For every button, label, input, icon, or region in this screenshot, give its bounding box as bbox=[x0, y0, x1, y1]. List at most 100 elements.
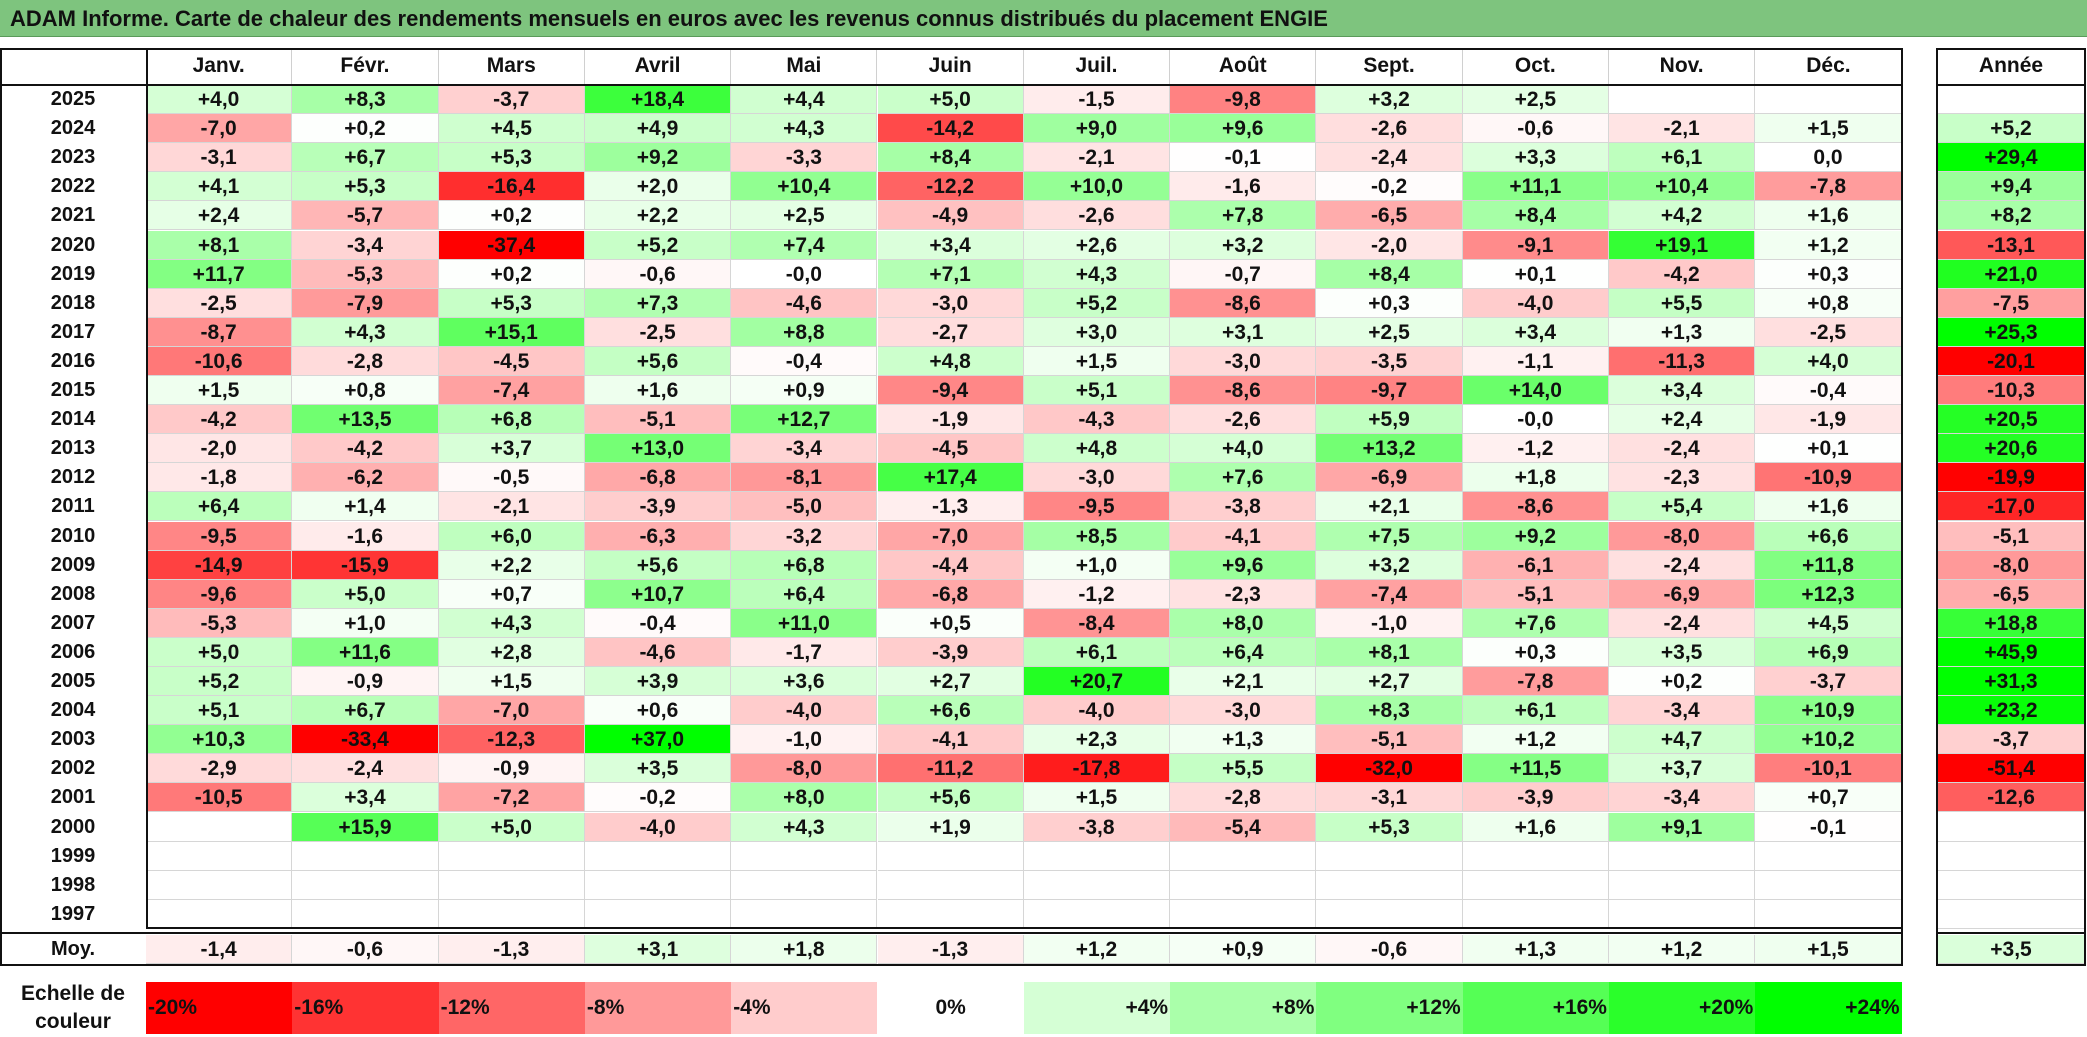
heatmap-cell: +1,5 bbox=[146, 376, 293, 406]
heatmap-cell: +10,4 bbox=[1609, 172, 1756, 202]
heatmap-cell: +5,6 bbox=[584, 346, 732, 376]
heatmap-cell: +11,1 bbox=[1462, 172, 1609, 202]
separator-line bbox=[0, 84, 1903, 86]
heatmap-cell: +0,6 bbox=[584, 696, 732, 726]
heatmap-cell: +13,5 bbox=[292, 405, 439, 435]
heatmap-cell: -6,5 bbox=[1316, 201, 1463, 231]
heatmap-cell: +6,4 bbox=[146, 492, 293, 522]
heatmap-cell: +4,0 bbox=[1755, 346, 1902, 376]
annual-cell: -20,1 bbox=[1938, 346, 2084, 376]
annual-cell bbox=[1938, 870, 2084, 900]
heatmap-cell: +5,9 bbox=[1316, 405, 1463, 435]
heatmap-cell bbox=[438, 870, 585, 900]
heatmap-cell: +4,4 bbox=[731, 85, 878, 115]
heatmap-cell: -14,2 bbox=[877, 114, 1024, 144]
heatmap-cell: -8,7 bbox=[146, 317, 293, 347]
heatmap-cell: +6,7 bbox=[292, 143, 439, 173]
heatmap-cell bbox=[1755, 841, 1902, 871]
heatmap-cell: +0,2 bbox=[1609, 667, 1756, 697]
heatmap-cell: +0,7 bbox=[1755, 783, 1902, 813]
heatmap-cell: +5,3 bbox=[438, 143, 585, 173]
heatmap-cell: +2,3 bbox=[1023, 725, 1171, 755]
heatmap-cell: 0,0 bbox=[1755, 143, 1902, 173]
heatmap-cell bbox=[1462, 870, 1609, 900]
row-year-label: 2012 bbox=[50, 466, 96, 489]
heatmap-cell: +6,4 bbox=[1170, 637, 1317, 667]
heatmap-cell: +3,7 bbox=[438, 434, 585, 464]
heatmap-cell bbox=[1755, 899, 1902, 929]
heatmap-cell: -2,0 bbox=[146, 434, 293, 464]
heatmap-cell: -0,4 bbox=[1755, 376, 1902, 406]
annual-cell bbox=[1938, 85, 2084, 115]
column-header: Déc. bbox=[1806, 54, 1851, 77]
heatmap-cell bbox=[1609, 85, 1756, 115]
row-year-label: 2020 bbox=[50, 233, 96, 256]
heatmap-cell: -0,6 bbox=[1462, 114, 1609, 144]
heatmap-cell: +4,1 bbox=[146, 172, 293, 202]
heatmap-cell: +3,2 bbox=[1316, 550, 1463, 580]
heatmap-cell: -2,8 bbox=[292, 346, 439, 376]
row-year-label: 2016 bbox=[50, 349, 96, 372]
row-year-label: 2007 bbox=[50, 611, 96, 634]
heatmap-cell: -2,4 bbox=[1316, 143, 1463, 173]
column-header: Juin bbox=[878, 48, 1024, 84]
heatmap-cell: +5,2 bbox=[1023, 288, 1171, 318]
average-cell: +1,5 bbox=[1755, 935, 1902, 964]
heatmap-cell: +1,6 bbox=[1755, 201, 1902, 231]
heatmap-cell: +2,4 bbox=[146, 201, 293, 231]
heatmap-cell: +3,4 bbox=[877, 230, 1024, 260]
heatmap-cell: -6,2 bbox=[292, 463, 439, 493]
heatmap-cell: -2,6 bbox=[1023, 201, 1171, 231]
heatmap-cell: +1,8 bbox=[1462, 463, 1609, 493]
heatmap-cell: +2,5 bbox=[1462, 85, 1609, 115]
heatmap-cell: -3,9 bbox=[1462, 783, 1609, 813]
heatmap-cell: -8,6 bbox=[1170, 288, 1317, 318]
heatmap-cell: +5,6 bbox=[877, 783, 1024, 813]
annual-cell bbox=[1938, 841, 2084, 871]
heatmap-cell: +1,6 bbox=[1462, 812, 1609, 842]
heatmap-cell: -0,2 bbox=[1316, 172, 1463, 202]
annual-cell: -13,1 bbox=[1938, 230, 2084, 260]
annual-cell: -10,3 bbox=[1938, 376, 2084, 406]
heatmap-cell: -8,6 bbox=[1462, 492, 1609, 522]
heatmap-cell bbox=[1023, 870, 1171, 900]
heatmap-cell: +5,1 bbox=[1023, 376, 1171, 406]
heatmap-cell: +4,3 bbox=[292, 317, 439, 347]
column-header: Nov. bbox=[1609, 48, 1756, 84]
heatmap-cell: -2,8 bbox=[1170, 783, 1317, 813]
heatmap-cell: -2,3 bbox=[1609, 463, 1756, 493]
annual-cell bbox=[1938, 812, 2084, 842]
color-scale-stop: +12% bbox=[1316, 982, 1463, 1034]
heatmap-cell: -2,6 bbox=[1170, 405, 1317, 435]
heatmap-cell: -8,4 bbox=[1023, 608, 1171, 638]
heatmap-cell: +0,8 bbox=[1755, 288, 1902, 318]
heatmap-cell: +0,3 bbox=[1316, 288, 1463, 318]
heatmap-cell: +14,0 bbox=[1462, 376, 1609, 406]
heatmap-cell: -9,4 bbox=[877, 376, 1024, 406]
heatmap-cell: +3,2 bbox=[1170, 230, 1317, 260]
color-scale-stop: -16% bbox=[292, 982, 439, 1034]
heatmap-cell: +10,0 bbox=[1023, 172, 1171, 202]
annual-cell: +8,2 bbox=[1938, 201, 2084, 231]
average-cell: -1,4 bbox=[146, 935, 293, 964]
heatmap-cell: -7,9 bbox=[292, 288, 439, 318]
heatmap-cell: -10,5 bbox=[146, 783, 293, 813]
heatmap-cell: -1,9 bbox=[877, 405, 1024, 435]
heatmap-cell: +6,7 bbox=[292, 696, 439, 726]
heatmap-cell: +0,2 bbox=[438, 259, 585, 289]
heatmap-cell: -3,7 bbox=[438, 85, 585, 115]
heatmap-cell: +8,0 bbox=[731, 783, 878, 813]
heatmap-cell: -9,6 bbox=[146, 579, 293, 609]
heatmap-cell: +8,1 bbox=[146, 230, 293, 260]
heatmap-cell: -4,1 bbox=[1170, 521, 1317, 551]
heatmap-cell: -7,2 bbox=[438, 783, 585, 813]
color-scale-stop: +8% bbox=[1170, 982, 1317, 1034]
row-year-label: 2011 bbox=[51, 495, 95, 518]
heatmap-cell: +6,1 bbox=[1023, 637, 1171, 667]
heatmap-cell: +37,0 bbox=[584, 725, 732, 755]
heatmap-cell: +5,1 bbox=[146, 696, 293, 726]
heatmap-cell bbox=[877, 841, 1024, 871]
heatmap-cell: +4,9 bbox=[584, 114, 732, 144]
column-header: Août bbox=[1170, 48, 1317, 84]
average-cell: -1,3 bbox=[877, 935, 1024, 964]
